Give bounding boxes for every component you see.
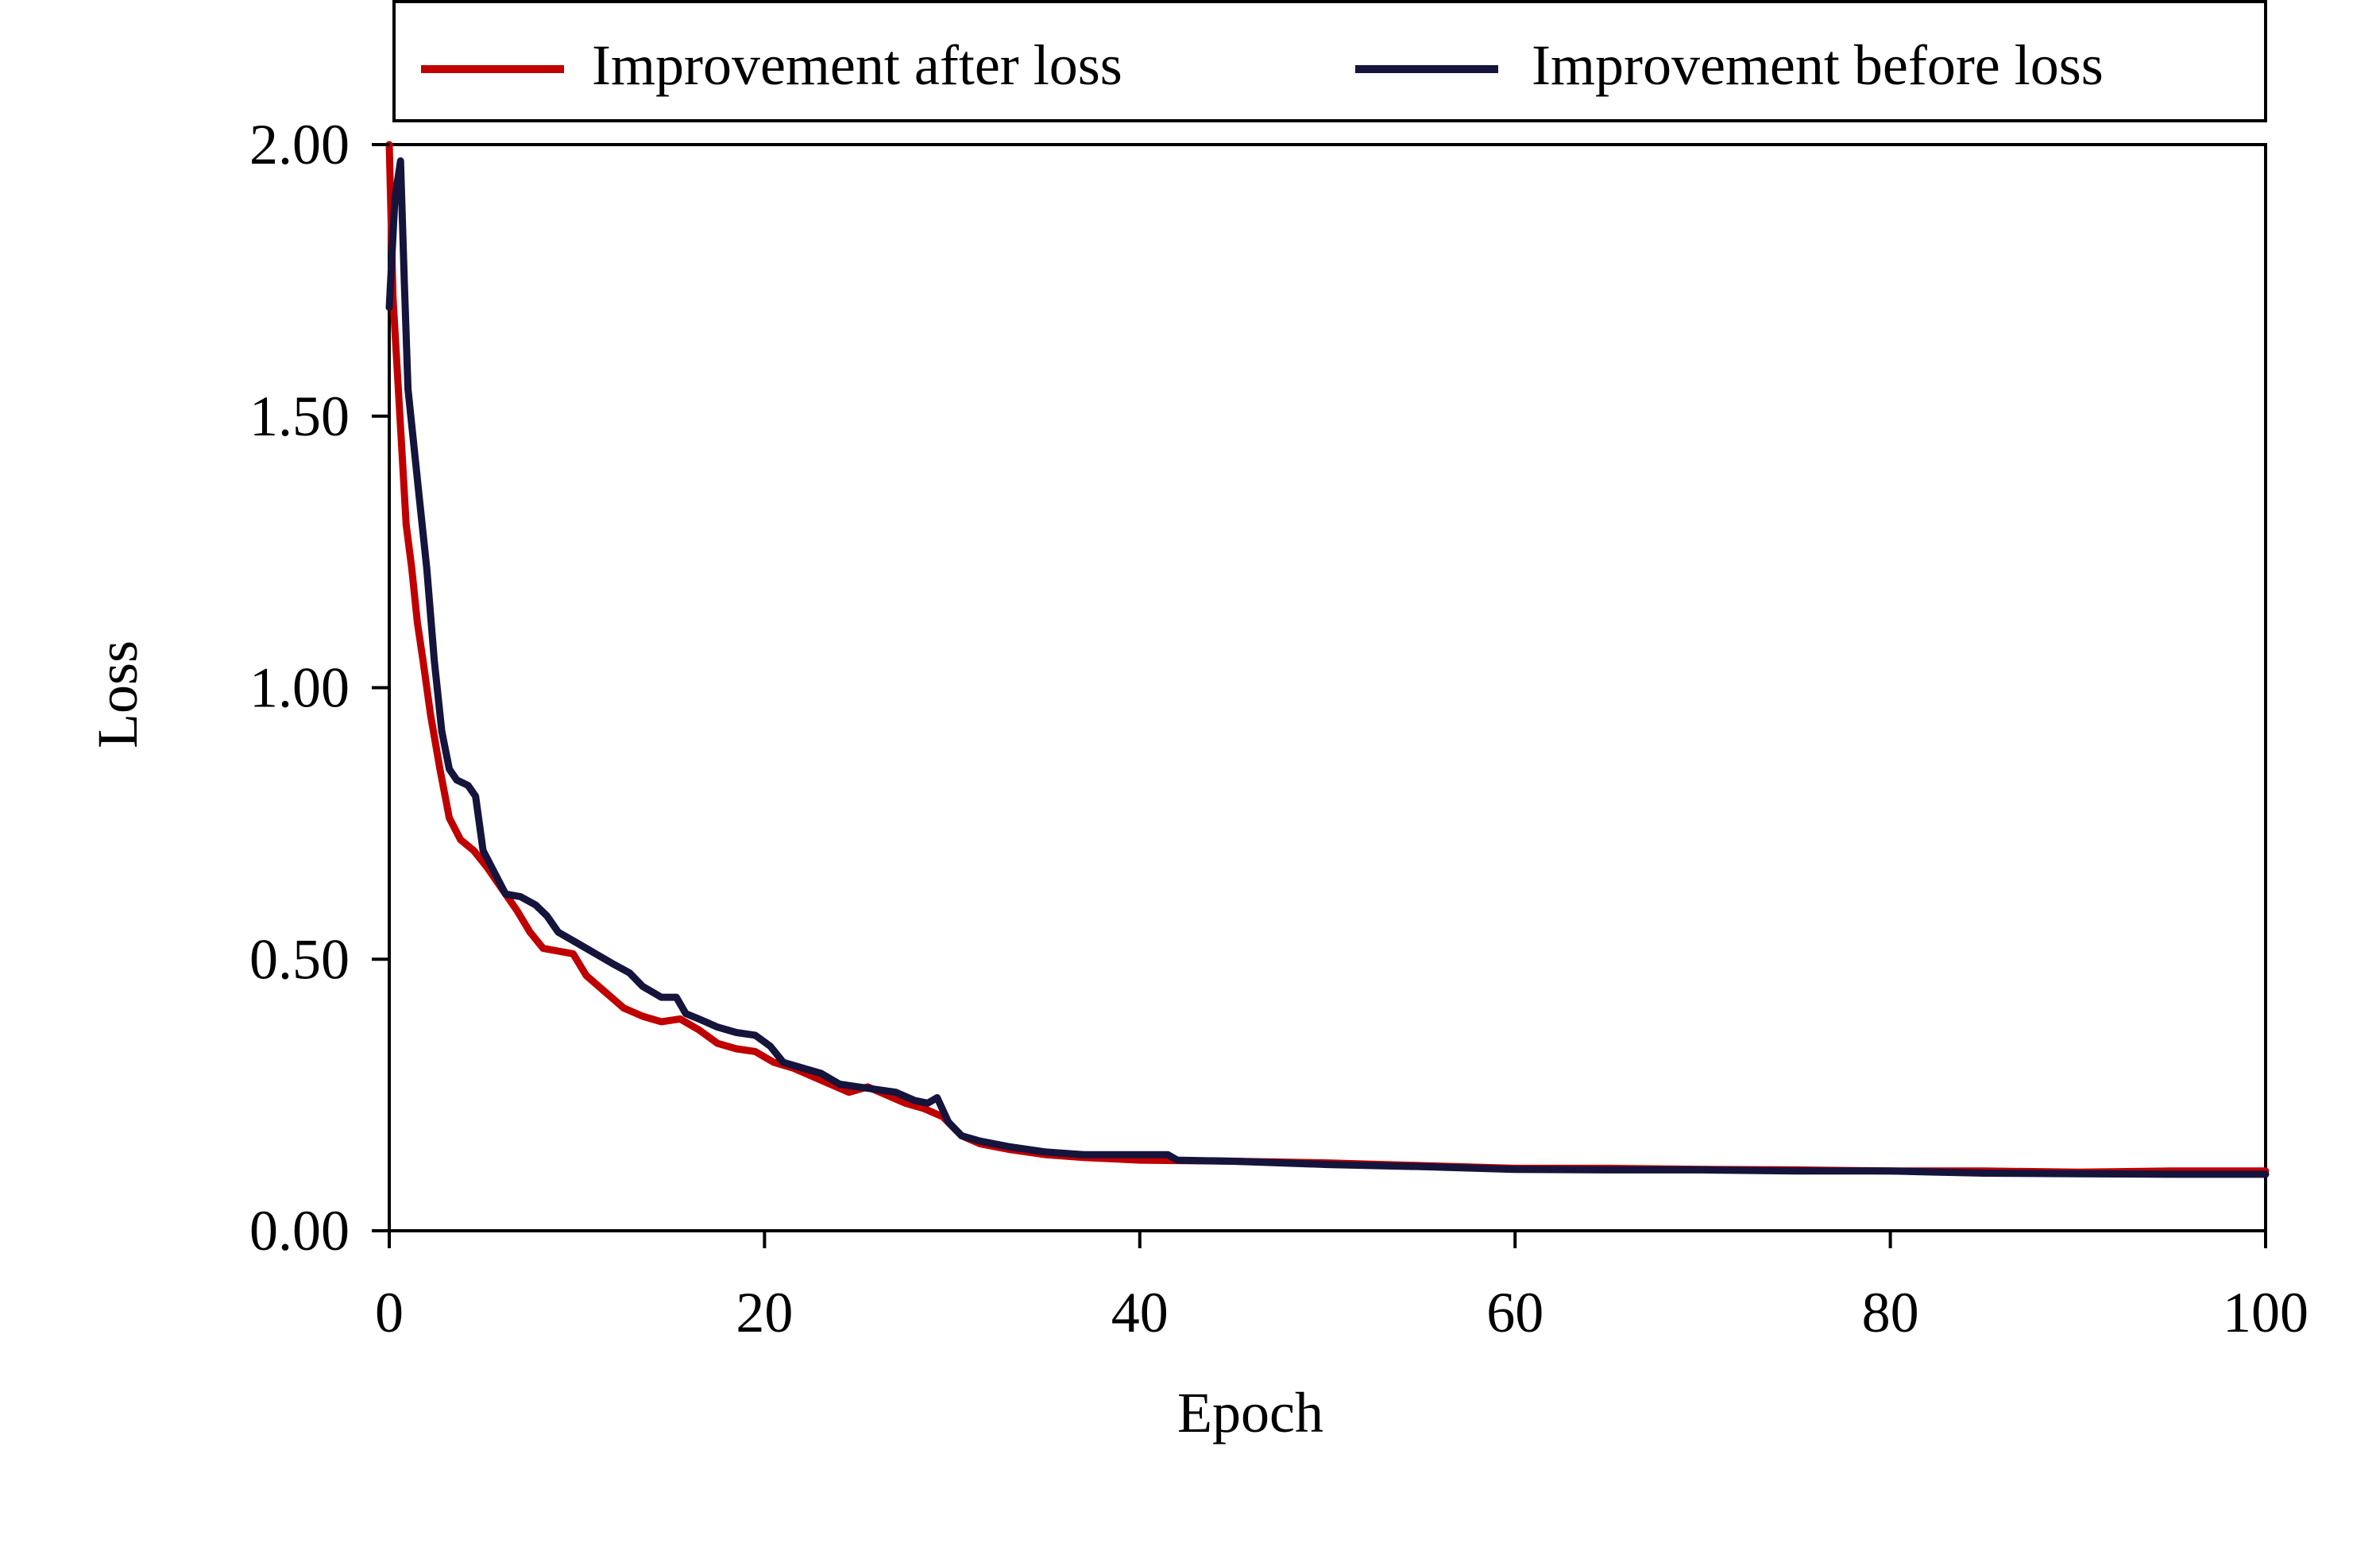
x-tick-label: 60 xyxy=(1486,1281,1544,1344)
legend-label-improvement-after-loss: Improvement after loss xyxy=(592,33,1122,97)
x-tick-label: 80 xyxy=(1862,1281,1919,1344)
y-tick-label: 1.50 xyxy=(249,385,350,448)
legend: Improvement after loss Improvement befor… xyxy=(392,0,2267,122)
y-tick-label: 2.00 xyxy=(249,113,350,176)
y-tick-label: 1.00 xyxy=(249,656,350,720)
plot-frame xyxy=(388,143,2267,1232)
y-axis-label: Loss xyxy=(86,640,149,748)
series-layer xyxy=(385,141,2270,1178)
x-tick-label: 100 xyxy=(2223,1281,2309,1344)
x-tick-label: 20 xyxy=(736,1281,793,1344)
x-axis-ticks: 0 20 40 60 80 100 xyxy=(375,1231,2309,1344)
legend-label-improvement-before-loss: Improvement before loss xyxy=(1532,33,2104,97)
y-axis-ticks: 0.00 0.50 1.00 1.50 2.00 xyxy=(249,113,389,1263)
x-axis-label: Epoch xyxy=(1177,1381,1323,1445)
legend-frame xyxy=(392,0,2267,122)
y-tick-label: 0.50 xyxy=(249,927,350,991)
y-tick-label: 0.00 xyxy=(249,1199,350,1263)
x-tick-label: 40 xyxy=(1111,1281,1169,1344)
plot-area xyxy=(385,141,2270,1232)
x-tick-label: 0 xyxy=(375,1281,404,1344)
series-line-0 xyxy=(385,141,2270,1176)
series-line-1 xyxy=(385,157,2270,1178)
